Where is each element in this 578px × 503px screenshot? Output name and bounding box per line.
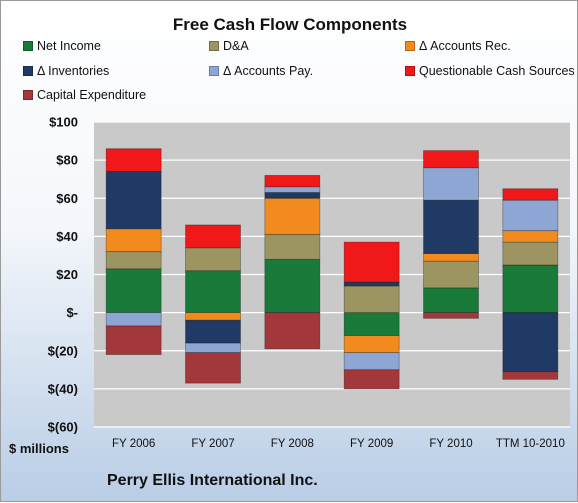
legend-item-accounts-rec: Δ Accounts Rec. (405, 39, 511, 53)
bar-segment (105, 171, 162, 230)
bar-segment (185, 312, 241, 321)
legend-label: Capital Expenditure (37, 88, 147, 102)
chart-title: Free Cash Flow Components (172, 15, 408, 34)
legend-swatch (23, 66, 33, 76)
y-tick-label: $(60) (48, 420, 78, 435)
x-tick-label: FY 2007 (191, 438, 234, 450)
y-tick-label: $80 (56, 153, 78, 168)
bar-segment (502, 241, 559, 266)
bar-segment (502, 188, 559, 201)
bar-segment (185, 224, 241, 249)
bar-segment (423, 199, 479, 254)
bar-segment (423, 312, 479, 319)
legend-item-d-and-a: D&A (209, 39, 249, 53)
legend-item-net-income: Net Income (23, 39, 101, 53)
bar-segment (343, 335, 400, 354)
bar-segment (105, 325, 162, 355)
bar-segment (423, 260, 479, 289)
bar-segment (264, 312, 321, 350)
bar-segment (105, 251, 162, 270)
legend-label: Δ Accounts Pay. (223, 64, 314, 78)
legend-label: D&A (223, 39, 249, 53)
x-tick-label: TTM 10-2010 (496, 438, 565, 450)
bar-segment (264, 186, 321, 193)
company-name: Perry Ellis International Inc. (107, 472, 318, 489)
bar-segment (343, 352, 400, 371)
bar-segment (105, 148, 162, 172)
bar-segment (502, 199, 559, 232)
bar-segment (502, 230, 559, 243)
bar-segment (423, 287, 479, 314)
bar-segment (502, 264, 559, 314)
bar-segment (343, 369, 400, 390)
y-tick-label: $100 (49, 115, 78, 130)
legend-swatch (405, 41, 415, 51)
legend-swatch (405, 66, 415, 76)
legend-item-capital-expenditure: Capital Expenditure (23, 88, 146, 102)
bar-segment (185, 247, 241, 272)
bar-segment (264, 174, 321, 188)
legend-swatch (209, 66, 219, 76)
bar-segment (423, 253, 479, 262)
bar-segment (185, 352, 241, 384)
bar-segment (264, 192, 321, 199)
legend-label: Δ Accounts Rec. (419, 39, 511, 53)
legend-swatch (23, 41, 33, 51)
x-tick-label: FY 2006 (112, 438, 155, 450)
legend-label: Δ Inventories (37, 64, 110, 78)
bar-segment (423, 150, 479, 169)
y-tick-label: $40 (56, 229, 78, 244)
y-tick-label: $20 (56, 267, 78, 282)
y-tick-label: $(40) (48, 381, 78, 396)
y-tick-label: $(20) (48, 343, 78, 358)
legend-item-inventories: Δ Inventories (23, 64, 109, 78)
bar-segment (185, 342, 241, 354)
y-tick-label: $- (66, 305, 78, 320)
legend-label: Net Income (37, 39, 101, 53)
bar-segment (343, 312, 400, 336)
units-label: $ millions (9, 441, 69, 456)
x-tick-label: FY 2008 (271, 438, 314, 450)
legend-item-accounts-pay: Δ Accounts Pay. (209, 64, 313, 78)
legend-label: Questionable Cash Sources (419, 64, 575, 78)
legend-item-questionable-cash: Questionable Cash Sources (405, 64, 575, 78)
y-tick-label: $60 (56, 191, 78, 206)
bar-segment (264, 197, 321, 235)
x-tick-label: FY 2010 (429, 438, 472, 450)
bar-segment (264, 234, 321, 260)
bar-segment (105, 312, 162, 327)
bar-segment (343, 285, 400, 314)
bar-segment (105, 268, 162, 314)
bar-segment (264, 258, 321, 314)
bar-segment (185, 270, 241, 314)
bar-segment (343, 281, 400, 287)
bar-segment (185, 319, 241, 344)
bar-segment (502, 312, 559, 373)
bar-segment (423, 167, 479, 201)
legend-swatch (23, 90, 33, 100)
bar-segment (105, 228, 162, 253)
bar-segment (502, 371, 559, 380)
legend-swatch (209, 41, 219, 51)
bar-segment (343, 241, 400, 283)
x-tick-label: FY 2009 (350, 438, 393, 450)
